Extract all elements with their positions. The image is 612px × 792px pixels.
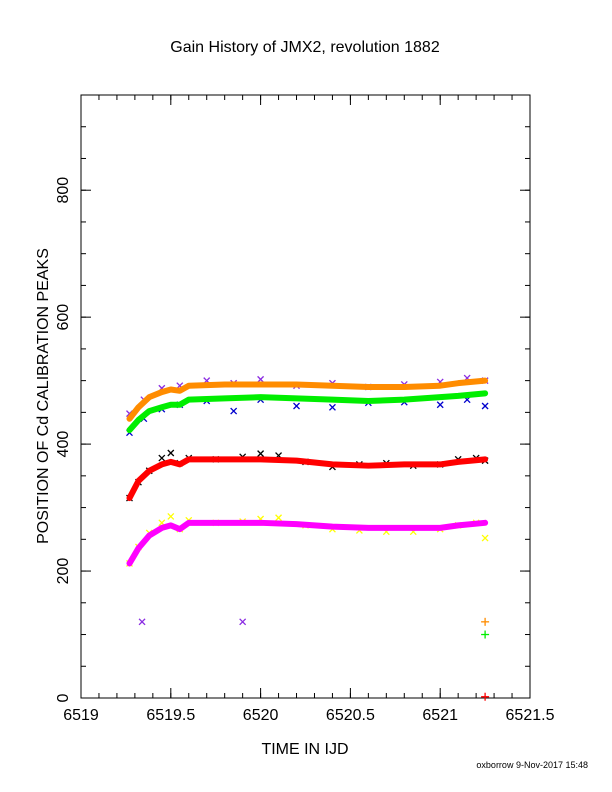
point-stroke — [167, 513, 175, 520]
data-point — [257, 450, 265, 458]
point-stroke — [275, 514, 283, 522]
data-point — [481, 402, 489, 410]
point-stroke — [481, 534, 489, 542]
x-tick-label: 6520.5 — [326, 707, 375, 724]
series-line — [126, 456, 489, 502]
point-stroke — [436, 401, 444, 409]
point-stroke — [158, 454, 166, 462]
footer-credit: oxborrow 9-Nov-2017 15:48 — [476, 760, 588, 770]
series-line — [126, 519, 489, 567]
data-point — [158, 454, 166, 462]
data-point — [167, 513, 175, 520]
data-marks — [126, 374, 490, 701]
x-tick-label: 6521 — [422, 707, 458, 724]
axis-ticks: 6519 6519.5 6520 6520.5 6521 6521.5 0 200 400 600… — [55, 94, 555, 724]
y-axis-label: POSITION OF Cd CALIBRATION PEAKS — [35, 248, 52, 544]
point-stroke — [257, 450, 265, 458]
y-tick-label: 400 — [55, 431, 72, 458]
point-stroke — [167, 449, 175, 457]
point-stroke — [481, 402, 489, 410]
x-tick-label: 6521.5 — [506, 707, 555, 724]
point-stroke — [239, 618, 247, 626]
data-point — [481, 534, 489, 542]
data-point — [481, 617, 490, 626]
y-tick-label: 0 — [55, 693, 72, 702]
data-point — [481, 692, 490, 701]
y-tick-label: 800 — [55, 177, 72, 204]
point-stroke — [257, 375, 265, 383]
data-point — [481, 630, 490, 639]
point-stroke — [293, 402, 300, 410]
data-point — [275, 514, 283, 522]
data-point — [167, 449, 175, 457]
chart-title: Gain History of JMX2, revolution 1882 — [170, 39, 440, 56]
series-line — [126, 390, 489, 434]
data-point — [239, 618, 247, 626]
x-tick-label: 6519.5 — [146, 707, 195, 724]
data-point — [230, 407, 238, 415]
point-stroke — [230, 407, 238, 415]
plot-frame — [80, 94, 531, 699]
y-tick-label: 200 — [55, 558, 72, 585]
y-tick-label: 600 — [55, 304, 72, 331]
data-point — [436, 401, 444, 409]
point-stroke — [328, 403, 336, 411]
data-point — [257, 375, 265, 383]
x-tick-label: 6520 — [243, 707, 279, 724]
data-point — [293, 402, 300, 410]
x-axis-label: TIME IN IJD — [261, 741, 348, 758]
point-stroke — [158, 519, 166, 527]
data-point — [138, 618, 146, 626]
series-line — [126, 377, 489, 422]
x-tick-label: 6519 — [63, 707, 99, 724]
data-point — [328, 403, 336, 411]
point-stroke — [138, 618, 146, 626]
